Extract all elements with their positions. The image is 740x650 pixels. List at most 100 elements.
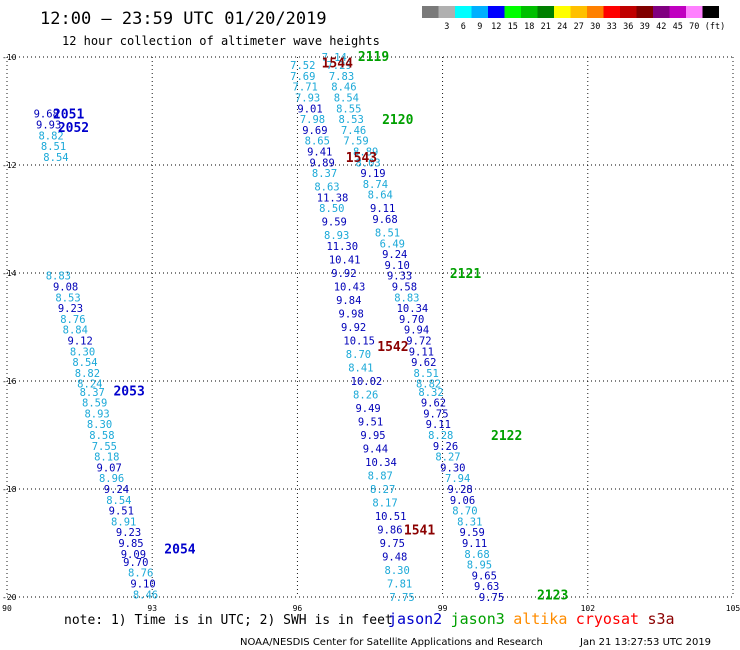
wave-height-value: 11.30	[326, 241, 358, 253]
pass-number-label: 2121	[450, 267, 481, 282]
pass-number-label: 2123	[537, 588, 568, 603]
wave-height-value: 10.43	[334, 282, 366, 294]
wave-height-value: 9.70	[399, 314, 424, 326]
wave-height-value: 8.51	[414, 368, 439, 380]
wave-height-value: 8.74	[363, 179, 388, 191]
track-s3a-1542-1544: 7.527.697.717.939.017.989.698.659.419.89…	[290, 60, 415, 604]
wave-height-value: 9.62	[411, 357, 436, 369]
wave-height-value: 9.65	[472, 570, 497, 582]
wave-height-value: 8.46	[331, 82, 356, 94]
wave-height-value: 9.12	[68, 336, 93, 348]
wave-height-value: 9.89	[310, 157, 335, 169]
wave-height-value: 9.75	[479, 592, 504, 604]
pass-number-label: 1542	[377, 340, 408, 355]
wave-height-value: 9.28	[447, 484, 472, 496]
wave-height-value: 8.76	[60, 314, 85, 326]
legend-label: 30	[590, 22, 600, 32]
lat-tick-label: -12	[2, 161, 17, 170]
legend-swatch	[636, 6, 653, 18]
wave-height-value: 9.70	[123, 557, 148, 569]
legend-label: 24	[557, 22, 567, 32]
legend-swatch	[603, 6, 620, 18]
wave-height-value: 8.28	[428, 430, 453, 442]
pass-number-label: 2119	[358, 50, 389, 65]
wave-height-value: 7.59	[343, 136, 368, 148]
wave-height-value: 8.26	[353, 390, 378, 402]
wave-height-value: 8.53	[55, 292, 80, 304]
wave-height-value: 9.06	[450, 495, 475, 507]
legend-swatch	[504, 6, 521, 18]
wave-height-value: 9.68	[372, 214, 397, 226]
wave-height-value: 9.62	[421, 398, 446, 410]
wave-height-value: 9.30	[440, 462, 465, 474]
legend-label: 33	[607, 22, 617, 32]
wave-height-value: 10.02	[351, 376, 383, 388]
wave-height-value: 9.11	[370, 203, 395, 215]
wave-height-value: 8.54	[334, 93, 359, 105]
legend-label: 70	[689, 22, 699, 32]
satellite-legend: jason2 jason3 altika cryosat s3a	[388, 610, 675, 628]
legend-label: 3	[444, 22, 449, 32]
wave-height-value: 9.58	[392, 282, 417, 294]
wave-height-value: 7.29	[326, 60, 351, 72]
wave-height-value: 8.37	[312, 168, 337, 180]
pass-number-label: 2053	[113, 385, 144, 400]
color-legend: 3 6 9 12 15 18 21 24 27 30 33 36 39 42 45 70 (ft)	[422, 6, 725, 32]
wave-height-value: 8.84	[63, 325, 88, 337]
wave-height-value: 10.51	[375, 511, 407, 523]
wave-height-value: 8.63	[314, 182, 339, 194]
pass-number-label: 2051	[53, 108, 84, 123]
lon-tick-label: 96	[293, 604, 303, 613]
legend-swatch	[570, 6, 587, 18]
wave-height-value: 8.18	[94, 452, 119, 464]
axis-ticks: -10 -12 -14 -16 -18 -20 90 93 96 99 102 105	[2, 53, 740, 613]
wave-height-value: 9.07	[97, 462, 122, 474]
track-jason3-2119-2123: 7.147.297.838.468.548.558.537.467.598.89…	[322, 52, 505, 604]
wave-height-value: 9.09	[121, 549, 146, 561]
pass-number-label: 1541	[404, 524, 435, 539]
wave-height-value: 8.30	[70, 346, 95, 358]
legend-label: 36	[623, 22, 633, 32]
wave-height-value: 8.87	[368, 471, 393, 483]
footer-timestamp: Jan 21 13:27:53 UTC 2019	[579, 637, 711, 648]
lat-tick-label: -18	[2, 485, 17, 494]
legend-swatch	[537, 6, 554, 18]
legend-swatch	[620, 6, 637, 18]
lon-tick-label: 99	[438, 604, 448, 613]
wave-height-value: 9.51	[109, 506, 134, 518]
wave-height-value: 8.51	[41, 141, 66, 153]
wave-height-value: 8.70	[452, 506, 477, 518]
satellite-s3a-label: s3a	[648, 610, 675, 628]
wave-height-value: 9.86	[377, 525, 402, 537]
wave-height-value: 9.24	[382, 249, 407, 261]
wave-height-value: 8.30	[87, 419, 112, 431]
wave-height-value: 9.01	[297, 103, 322, 115]
wave-height-tracks: 9.689.938.828.518.548.839.088.539.238.76…	[34, 52, 505, 604]
legend-swatch	[669, 6, 686, 18]
wave-height-value: 8.17	[372, 498, 397, 510]
wave-height-value: 9.69	[302, 125, 327, 137]
wave-height-value: 9.44	[363, 444, 388, 456]
legend-label: 15	[508, 22, 518, 32]
wave-height-value: 9.84	[336, 295, 361, 307]
legend-swatch	[686, 6, 703, 18]
page-title: 12:00 – 23:59 UTC 01/20/2019	[40, 9, 327, 29]
wave-height-value: 7.14	[322, 52, 347, 64]
pass-number-label: 2054	[164, 542, 195, 557]
wave-height-value: 8.82	[75, 368, 100, 380]
wave-height-value: 8.65	[305, 136, 330, 148]
wave-height-value: 8.30	[385, 565, 410, 577]
wave-height-value: 9.23	[116, 527, 141, 539]
wave-height-value: 9.24	[104, 484, 129, 496]
wave-height-value: 8.89	[353, 147, 378, 159]
wave-height-value: 8.32	[418, 387, 443, 399]
wave-height-value: 7.69	[290, 71, 315, 83]
wave-height-value: 8.46	[133, 589, 158, 601]
wave-height-value: 9.23	[58, 303, 83, 315]
wave-height-value: 9.48	[382, 552, 407, 564]
wave-height-value: 9.92	[341, 322, 366, 334]
legend-swatch	[438, 6, 455, 18]
wave-height-value: 8.83	[46, 271, 71, 283]
wave-height-value: 8.76	[128, 568, 153, 580]
